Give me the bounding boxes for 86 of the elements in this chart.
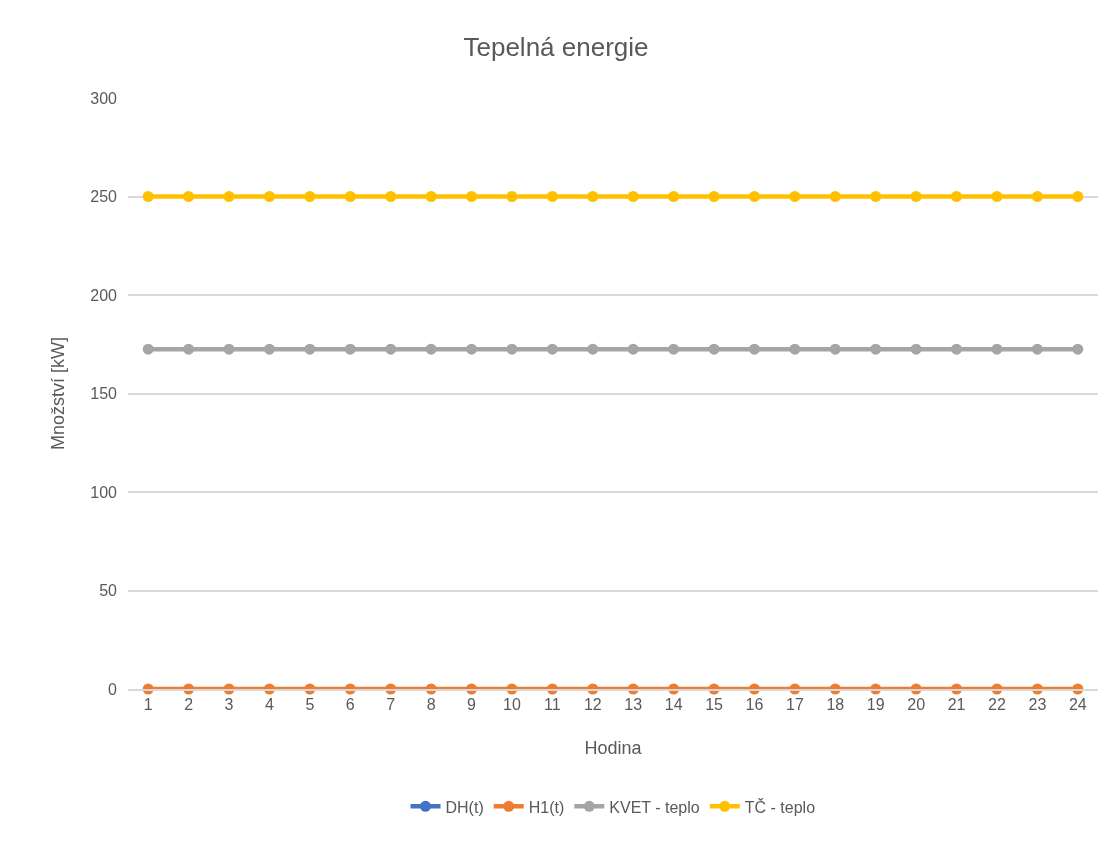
x-axis-title: Hodina — [584, 737, 643, 758]
point — [142, 343, 154, 355]
point — [425, 191, 437, 202]
point — [910, 191, 922, 202]
y-tick-label: 150 — [90, 385, 118, 403]
point — [991, 343, 1003, 355]
y-tick-label: 300 — [90, 89, 118, 107]
point — [748, 191, 760, 202]
x-tick-label: 3 — [224, 695, 234, 713]
x-tick-label: 14 — [664, 695, 683, 713]
x-tick-label: 5 — [305, 695, 315, 713]
point — [1072, 343, 1084, 355]
y-tick-label: 100 — [90, 483, 118, 501]
x-tick-label: 7 — [386, 695, 396, 713]
point — [587, 191, 599, 202]
x-tick-label: 1 — [143, 695, 153, 713]
x-tick-label: 21 — [947, 695, 966, 713]
x-tick-label: 4 — [265, 695, 275, 713]
point — [829, 343, 841, 355]
point — [1031, 343, 1043, 355]
point — [466, 343, 478, 355]
x-tick-label: 15 — [705, 695, 724, 713]
point — [385, 191, 397, 202]
x-tick-label: 23 — [1028, 695, 1047, 713]
x-tick-label: 12 — [583, 695, 602, 713]
point — [304, 191, 316, 202]
point — [789, 343, 801, 355]
y-tick-label: 200 — [90, 286, 118, 304]
point — [627, 343, 639, 355]
point — [870, 191, 882, 202]
point — [425, 343, 437, 355]
x-tick-label: 11 — [544, 695, 561, 713]
point — [546, 343, 558, 355]
y-axis-title: Množství [kW] — [48, 336, 69, 451]
point — [708, 191, 720, 202]
point — [344, 191, 356, 202]
legend-label: TČ - teplo — [744, 797, 816, 816]
x-tick-label: 20 — [907, 695, 926, 713]
legend-label: H1(t) — [528, 798, 565, 816]
x-tick-label: 17 — [785, 695, 804, 713]
point — [910, 343, 922, 355]
point — [304, 343, 316, 355]
point — [385, 343, 397, 355]
x-tick-label: 10 — [503, 695, 521, 713]
x-tick-label: 19 — [866, 695, 885, 713]
x-tick-label: 16 — [745, 695, 764, 713]
point — [870, 343, 882, 355]
legend-label: DH(t) — [445, 798, 484, 816]
point — [183, 343, 195, 355]
point — [506, 191, 518, 202]
point — [344, 343, 356, 355]
point — [142, 191, 154, 202]
point — [951, 191, 963, 202]
point — [951, 343, 963, 355]
x-tick-label: 18 — [826, 695, 845, 713]
y-tick-label: 0 — [108, 680, 118, 698]
point — [263, 191, 275, 202]
point — [829, 191, 841, 202]
legend-label: KVET - teplo — [609, 798, 700, 816]
point — [587, 343, 599, 355]
point — [991, 191, 1003, 202]
y-tick-label: 250 — [90, 188, 118, 206]
point — [748, 343, 760, 355]
point — [223, 343, 235, 355]
point — [1072, 191, 1084, 202]
x-tick-label: 24 — [1068, 695, 1087, 713]
x-tick-label: 8 — [426, 695, 436, 713]
x-tick-label: 22 — [988, 695, 1006, 713]
point — [668, 343, 680, 355]
point — [546, 191, 558, 202]
y-tick-label: 50 — [99, 582, 118, 600]
point — [627, 191, 639, 202]
point — [789, 191, 801, 202]
point — [183, 191, 195, 202]
point — [1031, 191, 1043, 202]
point — [668, 191, 680, 202]
point — [466, 191, 478, 202]
x-tick-label: 13 — [624, 695, 643, 713]
x-tick-label: 6 — [345, 695, 355, 713]
point — [223, 191, 235, 202]
point — [708, 343, 720, 355]
chart-title: Tepelná energie — [463, 32, 649, 63]
point — [506, 343, 518, 355]
x-tick-label: 2 — [184, 695, 194, 713]
x-tick-label: 9 — [467, 695, 477, 713]
point — [263, 343, 275, 355]
